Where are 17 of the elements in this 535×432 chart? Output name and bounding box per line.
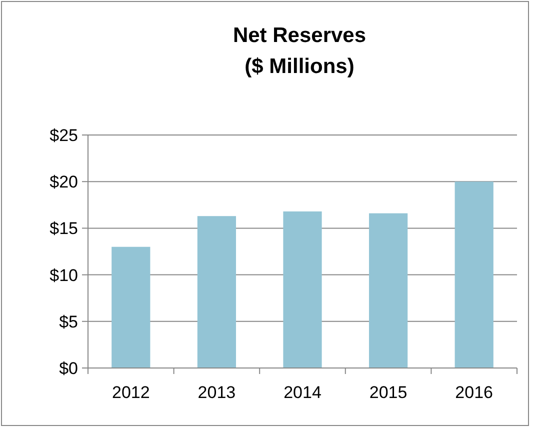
x-tick-label: 2012 <box>112 383 150 402</box>
y-tick-label: $15 <box>50 219 78 238</box>
bar <box>283 211 322 368</box>
x-tick-label: 2016 <box>455 383 494 402</box>
bar <box>112 246 150 368</box>
chart-title: Net Reserves ($ Millions) <box>232 24 366 78</box>
y-tick-label: $5 <box>59 312 78 332</box>
x-tick-label: 2014 <box>284 383 322 402</box>
y-tick-label: $20 <box>50 172 78 192</box>
x-tick-label: 2013 <box>198 383 236 402</box>
x-tick-label: 2015 <box>369 383 408 402</box>
y-tick-label: $25 <box>50 126 78 145</box>
y-tick-label: $10 <box>50 266 78 285</box>
bar <box>454 182 494 368</box>
bar <box>197 216 236 368</box>
bar <box>368 213 408 368</box>
y-tick-label: $0 <box>59 358 78 378</box>
